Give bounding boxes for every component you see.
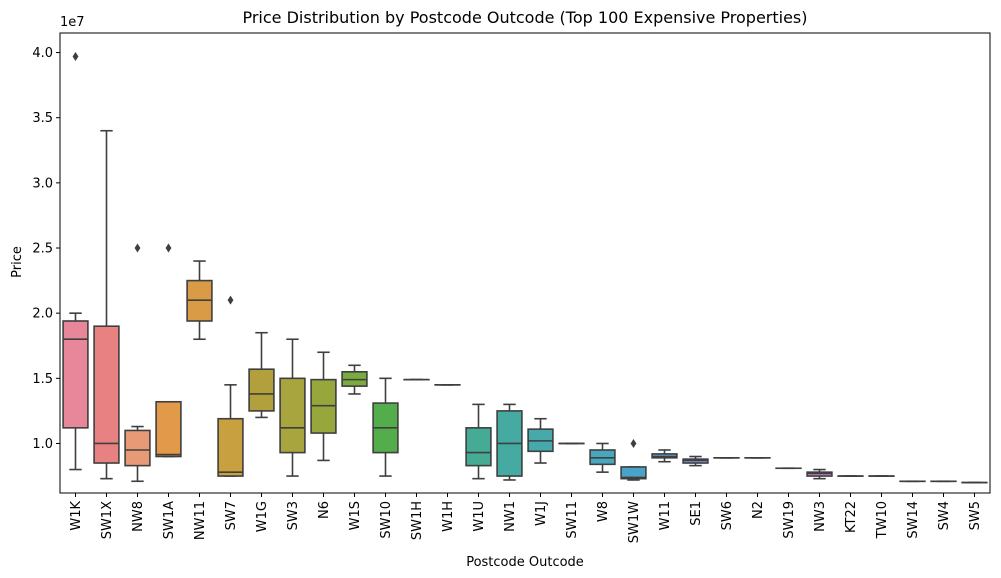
box-w8 bbox=[589, 442, 616, 473]
plot-area bbox=[62, 51, 988, 484]
box-nw8 bbox=[124, 243, 151, 483]
box-sw7 bbox=[217, 295, 244, 477]
box-nw3 bbox=[806, 468, 833, 480]
x-tick-label: W1J bbox=[534, 501, 549, 526]
plot-frame bbox=[59, 32, 991, 494]
box-w1s bbox=[341, 364, 368, 395]
iqr-box bbox=[279, 377, 306, 454]
box-w1g bbox=[248, 331, 275, 419]
x-tick-label: KT22 bbox=[844, 501, 859, 533]
x-tick-label: W8 bbox=[596, 501, 611, 522]
y-tick-label: 4.0 bbox=[32, 46, 53, 61]
iqr-box bbox=[248, 368, 275, 412]
outlier-point bbox=[72, 51, 79, 61]
y-tick-label: 1.5 bbox=[32, 372, 53, 387]
box-w11 bbox=[651, 449, 678, 463]
y-tick-label: 3.0 bbox=[32, 176, 53, 191]
box-se1 bbox=[682, 455, 709, 467]
x-tick-label: SW1A bbox=[162, 501, 177, 539]
y-axis-label: Price bbox=[10, 246, 25, 278]
x-tick-label: W11 bbox=[658, 501, 673, 530]
iqr-box bbox=[155, 400, 182, 458]
x-tick-label: NW3 bbox=[813, 501, 828, 532]
x-tick-label: W1U bbox=[472, 501, 487, 532]
chart-title: Price Distribution by Postcode Outcode (… bbox=[242, 8, 807, 27]
x-tick-label: SW1W bbox=[627, 501, 642, 543]
box-w1u bbox=[465, 403, 492, 480]
x-tick-label: SE1 bbox=[689, 501, 704, 526]
x-tick-label: SW7 bbox=[224, 501, 239, 530]
x-tick-label: NW1 bbox=[503, 501, 518, 532]
box-sw10 bbox=[372, 377, 399, 477]
x-tick-label: W1K bbox=[69, 501, 84, 531]
outlier-point bbox=[165, 243, 172, 253]
outlier-point bbox=[630, 438, 637, 448]
y-tick-label: 3.5 bbox=[32, 111, 53, 126]
x-tick-label: SW11 bbox=[565, 501, 580, 539]
x-tick-label: SW1H bbox=[410, 501, 425, 540]
x-tick-label: SW3 bbox=[286, 501, 301, 530]
y-ticks: 1.0 1.5 2.0 2.5 3.0 3.5 4.0 bbox=[32, 46, 60, 452]
box-n6 bbox=[310, 351, 337, 462]
x-tick-label: N2 bbox=[751, 501, 766, 519]
box-nw1 bbox=[496, 403, 523, 481]
x-ticks: W1K SW1X NW8 SW1A NW11 SW7 W1G SW3 N6 W1S SW10 SW1H… bbox=[69, 493, 983, 543]
x-tick-label: W1S bbox=[348, 501, 363, 530]
x-tick-label: N6 bbox=[317, 501, 332, 519]
x-tick-label: SW1X bbox=[100, 501, 115, 539]
x-tick-label: W1G bbox=[255, 501, 270, 532]
y-tick-label: 2.0 bbox=[32, 307, 53, 322]
x-tick-label: SW10 bbox=[379, 501, 394, 539]
x-axis-label: Postcode Outcode bbox=[466, 555, 584, 570]
iqr-box bbox=[465, 427, 492, 467]
box-nw11 bbox=[186, 260, 213, 341]
x-tick-label: SW14 bbox=[906, 501, 921, 539]
x-tick-label: NW8 bbox=[131, 501, 146, 532]
box-sw3 bbox=[279, 338, 306, 477]
box-sw1a bbox=[155, 243, 182, 458]
box-sw1x bbox=[93, 129, 120, 480]
y-offset-label: 1e7 bbox=[60, 15, 85, 30]
outlier-point bbox=[227, 295, 234, 305]
box-sw1w bbox=[620, 438, 647, 481]
iqr-box bbox=[124, 429, 151, 467]
iqr-box bbox=[620, 466, 647, 480]
x-tick-label: SW4 bbox=[937, 501, 952, 530]
box-w1j bbox=[527, 417, 554, 464]
x-tick-label: SW19 bbox=[782, 501, 797, 539]
iqr-box bbox=[93, 325, 120, 464]
x-tick-label: NW11 bbox=[193, 501, 208, 540]
y-tick-label: 1.0 bbox=[32, 437, 53, 452]
box-w1k bbox=[62, 51, 89, 471]
x-tick-label: TW10 bbox=[875, 501, 890, 539]
iqr-box bbox=[217, 417, 244, 477]
outlier-point bbox=[134, 243, 141, 253]
x-tick-label: SW6 bbox=[720, 501, 735, 530]
x-tick-label: W1H bbox=[441, 501, 456, 532]
y-tick-label: 2.5 bbox=[32, 242, 53, 257]
x-tick-label: SW5 bbox=[968, 501, 983, 530]
iqr-box bbox=[62, 320, 89, 429]
